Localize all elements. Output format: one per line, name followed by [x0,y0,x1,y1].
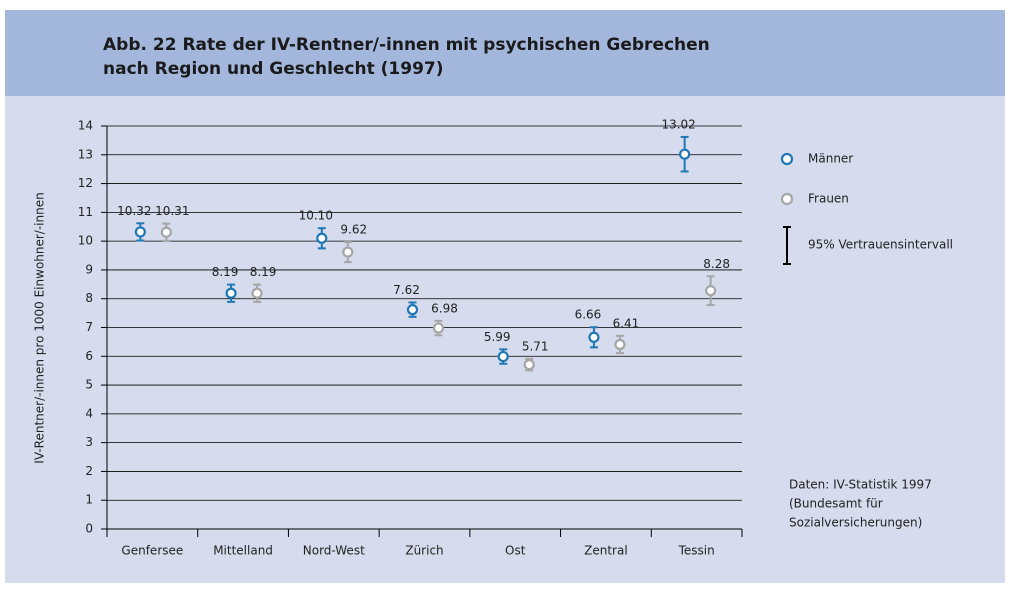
y-tick-label: 1 [85,493,93,507]
legend-marker [780,192,794,206]
source-note: Daten: IV-Statistik 1997 [789,478,932,492]
point [497,350,509,363]
source-note: (Bundesamt für [789,497,883,511]
point [432,322,445,334]
source-note: Sozialversicherungen) [789,516,922,530]
chart-background [5,96,1005,583]
data-label: 13.02 [661,117,695,131]
y-tick-label: 3 [85,435,93,449]
x-tick-label: Mittelland [213,544,273,558]
y-tick-label: 12 [78,176,93,190]
data-label: 10.10 [299,209,333,223]
legend-label: 95% Vertrauensintervall [808,238,953,252]
x-tick-label: Zürich [405,544,443,558]
data-label: 7.62 [393,283,420,297]
y-tick-label: 13 [78,147,93,161]
data-label: 6.98 [431,301,458,315]
data-label: 10.32 [117,204,151,218]
data-label: 8.19 [250,265,277,279]
y-tick-label: 8 [85,291,93,305]
x-tick-label: Genfersee [121,544,183,558]
data-label: 5.71 [522,339,549,353]
data-label: 10.31 [155,204,189,218]
data-label: 8.19 [212,265,239,279]
data-label: 8.28 [703,257,730,271]
point [614,338,626,351]
point [316,232,328,244]
legend-label: Frauen [808,192,849,206]
legend-marker [780,152,794,166]
y-tick-label: 6 [85,349,93,363]
data-label: 6.66 [575,308,602,322]
point [225,287,237,299]
y-tick-label: 4 [85,406,93,420]
point [342,246,354,258]
y-tick-label: 0 [85,522,93,536]
point [705,285,717,297]
y-tick-label: 2 [85,464,93,478]
point [588,331,600,343]
legend-label: Männer [808,152,853,166]
y-tick-label: 9 [85,262,93,276]
y-axis-label: IV-Rentner/-innen pro 1000 Einwohner/-in… [33,192,47,463]
point [406,304,419,316]
point [160,226,172,238]
x-tick-label: Nord-West [303,544,365,558]
point [251,287,263,299]
point [134,226,146,238]
point [523,359,535,371]
x-tick-label: Zentral [584,544,628,558]
y-tick-label: 5 [85,378,93,392]
y-tick-label: 14 [78,119,93,133]
x-tick-label: Ost [505,544,526,558]
header-band [5,10,1005,96]
x-tick-label: Tessin [678,544,715,558]
y-tick-label: 11 [78,205,93,219]
data-label: 6.41 [613,316,640,330]
data-label: 9.62 [340,223,367,237]
point [679,148,691,160]
y-tick-label: 10 [78,234,93,248]
chart-title: nach Region und Geschlecht (1997) [103,59,444,79]
chart-title: Abb. 22 Rate der IV-Rentner/-innen mit p… [103,35,710,55]
y-tick-label: 7 [85,320,93,334]
data-label: 5.99 [484,330,511,344]
